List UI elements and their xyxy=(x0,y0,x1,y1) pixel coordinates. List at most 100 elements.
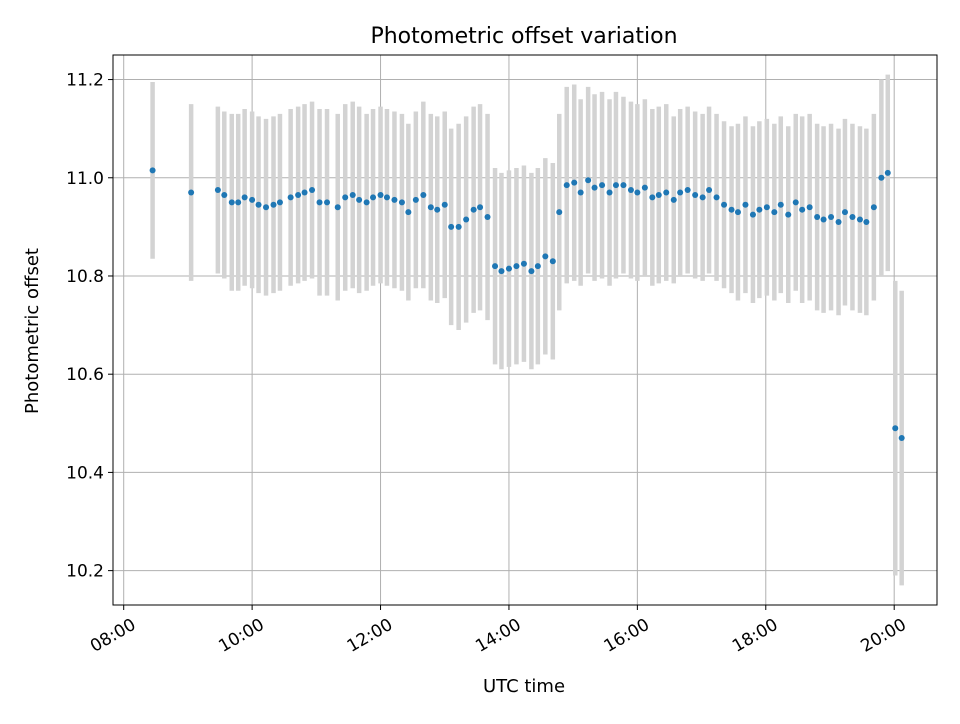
data-point xyxy=(377,191,384,198)
error-bars xyxy=(150,74,904,586)
data-point xyxy=(316,199,323,206)
data-point xyxy=(878,174,885,181)
y-tick-label: 11.0 xyxy=(66,169,104,189)
data-point xyxy=(448,223,455,230)
data-point xyxy=(398,199,405,206)
data-point xyxy=(383,194,390,201)
data-point xyxy=(606,189,613,196)
data-point xyxy=(863,218,870,225)
data-point xyxy=(785,211,792,218)
data-point xyxy=(849,214,856,221)
data-point xyxy=(835,218,842,225)
x-tick-label: 20:00 xyxy=(857,615,909,657)
data-point xyxy=(520,260,527,267)
data-point xyxy=(484,214,491,221)
y-tick-label: 11.2 xyxy=(66,71,104,91)
data-point xyxy=(342,194,349,201)
data-point xyxy=(363,199,370,206)
data-point xyxy=(356,196,363,203)
data-point xyxy=(898,435,905,442)
data-point xyxy=(420,191,427,198)
data-point xyxy=(634,189,641,196)
data-point xyxy=(749,211,756,218)
data-point xyxy=(295,191,302,198)
data-point xyxy=(585,177,592,184)
plot-frame xyxy=(112,54,938,606)
data-point xyxy=(470,206,477,213)
data-points xyxy=(149,167,905,442)
data-point xyxy=(627,187,634,194)
data-point xyxy=(591,184,598,191)
data-point xyxy=(188,189,195,196)
data-point xyxy=(792,199,799,206)
data-point xyxy=(677,189,684,196)
y-tick-label: 10.8 xyxy=(66,267,104,287)
x-tick-label: 14:00 xyxy=(472,615,524,657)
x-tick-label: 18:00 xyxy=(729,615,781,657)
data-point xyxy=(892,425,899,432)
data-point xyxy=(612,182,619,189)
chart-title: Photometric offset variation xyxy=(370,24,677,49)
data-point xyxy=(214,187,221,194)
data-point xyxy=(599,182,606,189)
data-point xyxy=(620,182,627,189)
data-point xyxy=(528,268,535,275)
data-point xyxy=(505,265,512,272)
data-point xyxy=(692,191,699,198)
x-tick-label: 12:00 xyxy=(344,615,396,657)
data-point xyxy=(427,204,434,211)
x-tick-label: 08:00 xyxy=(87,615,139,657)
data-point xyxy=(492,263,499,270)
data-point xyxy=(412,196,419,203)
y-tick-label: 10.4 xyxy=(66,463,104,483)
x-tick-label: 16:00 xyxy=(601,615,653,657)
data-point xyxy=(301,189,308,196)
data-point xyxy=(655,191,662,198)
data-point xyxy=(276,199,283,206)
data-point xyxy=(235,199,242,206)
data-point xyxy=(255,201,262,208)
data-point xyxy=(870,204,877,211)
data-point xyxy=(228,199,235,206)
data-point xyxy=(806,204,813,211)
data-point xyxy=(814,214,821,221)
data-point xyxy=(549,258,556,265)
data-point xyxy=(734,209,741,216)
data-point xyxy=(649,194,656,201)
data-point xyxy=(577,189,584,196)
data-point xyxy=(370,194,377,201)
data-point xyxy=(763,204,770,211)
data-point xyxy=(706,187,713,194)
data-point xyxy=(799,206,806,213)
data-point xyxy=(641,184,648,191)
data-point xyxy=(820,216,827,223)
data-point xyxy=(699,194,706,201)
data-point xyxy=(434,206,441,213)
data-point xyxy=(270,201,277,208)
data-point xyxy=(556,209,563,216)
data-point xyxy=(841,209,848,216)
data-point xyxy=(241,194,248,201)
data-point xyxy=(221,191,228,198)
data-point xyxy=(563,182,570,189)
data-point xyxy=(287,194,294,201)
y-tick-label: 10.2 xyxy=(66,562,104,582)
y-axis-ticks: 10.2 10.4 10.6 10.8 11.0 11.2 xyxy=(66,71,113,582)
data-point xyxy=(571,179,578,186)
data-point xyxy=(534,263,541,270)
x-axis-ticks: 08:00 10:00 12:00 14:00 16:00 18:00 20:00 xyxy=(87,605,910,657)
data-point xyxy=(728,206,735,213)
data-point xyxy=(441,201,448,208)
data-point xyxy=(771,209,778,216)
data-point xyxy=(670,196,677,203)
y-tick-label: 10.6 xyxy=(66,365,104,385)
data-point xyxy=(249,196,256,203)
x-tick-label: 10:00 xyxy=(215,615,267,657)
data-point xyxy=(149,167,156,174)
data-point xyxy=(391,196,398,203)
data-point xyxy=(684,187,691,194)
y-axis-label: Photometric offset xyxy=(22,248,43,414)
data-point xyxy=(828,214,835,221)
